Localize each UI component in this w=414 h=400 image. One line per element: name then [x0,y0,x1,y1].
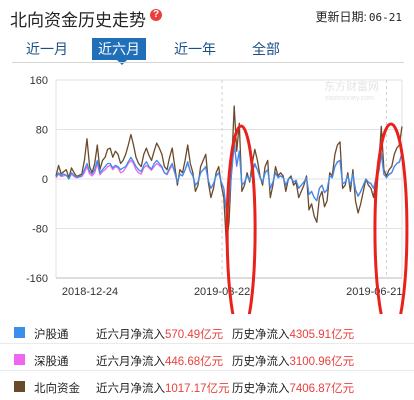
legend-name: 深股通 [34,356,69,368]
update-date-value: 06-21 [368,11,402,24]
legend-divider [0,343,414,344]
period-tabs: 近一月 近六月 近一年 全部 [20,38,400,65]
legend-history: 历史净流入3100.96亿元 [232,356,355,368]
legend-six-month: 近六月净流入1017.17亿元 [96,383,230,395]
y-tick-label: 80 [36,125,48,137]
watermark-url-text: eastmoney.com [325,95,374,102]
watermark-logo-text: 东方财富网 [324,79,379,93]
legend-six-month: 近六月净流入570.49亿元 [96,329,224,341]
x-tick-label: 2019-06-21 [346,286,402,298]
y-axis: 160 80 0 -80 -160 [26,75,48,285]
tab-divider [12,62,404,63]
red-ellipse-annotation [373,122,409,314]
legend-history: 历史净流入7406.87亿元 [232,383,355,395]
annotations [225,122,409,314]
red-ellipse-annotation [225,124,257,314]
header: 北向资金历史走势 ? 更新日期: 06-21 [0,0,414,34]
legend-name: 北向资金 [34,383,80,395]
y-tick-label: -160 [26,273,48,285]
series-line-0 [55,105,403,245]
y-tick-label: 0 [42,174,48,186]
update-date: 更新日期: 06-21 [316,8,402,25]
x-tick-label: 2019-03-22 [194,286,250,298]
x-tick-label: 2018-12-24 [62,286,118,298]
legend-divider [0,370,414,371]
legend-row-sz: 深股通 近六月净流入446.68亿元 历史净流入3100.96亿元 [0,348,414,372]
flow-chart: 160 80 0 -80 -160 2018-12-24 2019-03-22 2019-0… [26,75,409,314]
legend-history: 历史净流入4305.91亿元 [232,329,355,341]
tab-all[interactable]: 全部 [252,41,280,57]
legend-swatch-north[interactable] [14,381,25,392]
legend-row-sh: 沪股通 近六月净流入570.49亿元 历史净流入4305.91亿元 [0,321,414,345]
tab-one-month[interactable]: 近一月 [26,41,68,57]
tab-six-months[interactable]: 近六月 [92,38,146,60]
legend-six-month: 近六月净流入446.68亿元 [96,356,224,368]
question-icon[interactable]: ? [150,9,162,21]
update-label: 更新日期: [315,10,367,24]
tab-one-year[interactable]: 近一年 [174,41,216,57]
legend-row-north: 北向资金 近六月净流入1017.17亿元 历史净流入7406.87亿元 [0,375,414,399]
legend-name: 沪股通 [34,329,69,341]
y-tick-label: -80 [32,224,48,236]
legend-swatch-sz[interactable] [14,354,25,365]
y-tick-label: 160 [30,75,48,87]
watermark: 东方财富网 eastmoney.com [324,79,379,102]
page-title: 北向资金历史走势 [10,11,146,30]
legend-swatch-sh[interactable] [14,327,25,338]
